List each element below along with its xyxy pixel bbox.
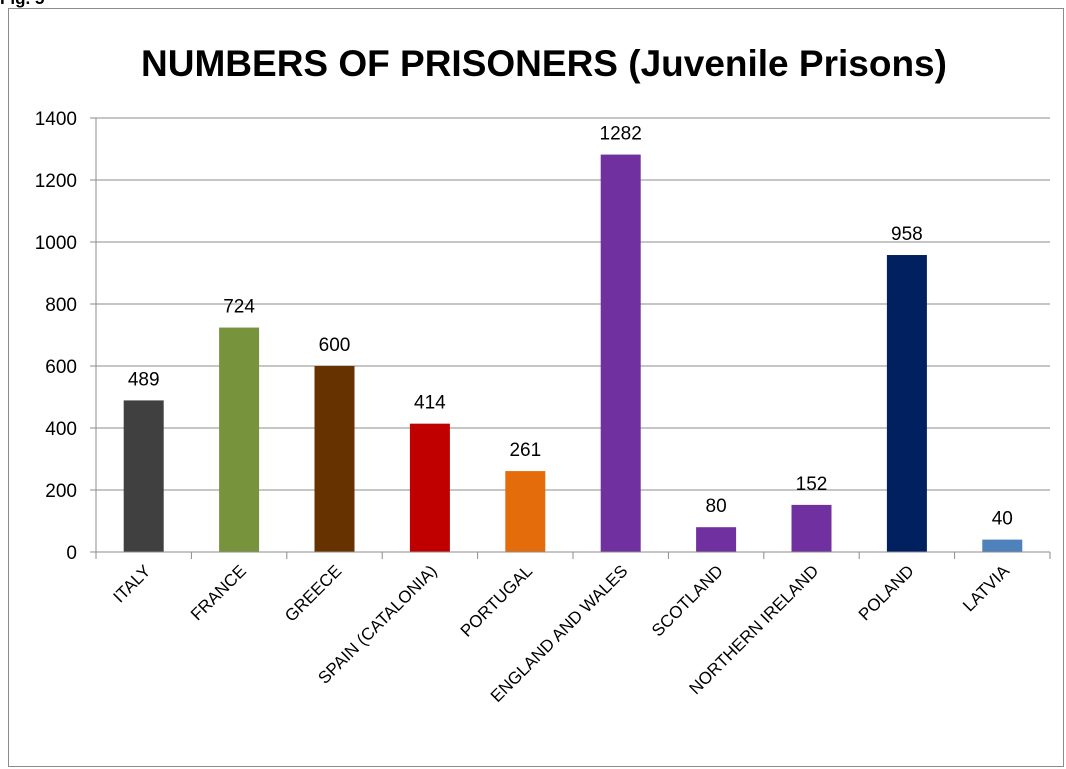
x-category-label: LATVIA [959, 561, 1013, 615]
x-category-label: POLAND [855, 561, 918, 624]
bar-scotland [696, 527, 737, 552]
data-label: 600 [319, 335, 351, 356]
chart-title: NUMBERS OF PRISONERS (Juvenile Prisons) [141, 43, 947, 84]
y-tick-label: 200 [45, 481, 77, 502]
figure-label: Fig. 5 [0, 0, 44, 9]
data-label: 1282 [600, 124, 642, 145]
data-label: 152 [796, 474, 828, 495]
y-tick-label: 0 [66, 543, 77, 564]
x-category-label: ITALY [109, 561, 154, 606]
x-category-label: FRANCE [187, 561, 250, 624]
x-category-label: PORTUGAL [457, 561, 536, 640]
data-label: 958 [891, 224, 923, 245]
y-tick-label: 1400 [35, 109, 77, 130]
y-tick-label: 1200 [35, 171, 77, 192]
bar-england-and-wales [600, 154, 641, 552]
data-label: 80 [706, 496, 727, 517]
data-label: 724 [223, 297, 255, 318]
y-tick-label: 1000 [35, 233, 77, 254]
data-label: 489 [128, 369, 160, 390]
bar-italy [123, 400, 164, 552]
bar-spain-catalonia [409, 423, 450, 552]
data-label: 414 [414, 393, 446, 414]
bar-greece [314, 366, 355, 552]
data-label: 261 [509, 440, 541, 461]
bar-poland [886, 255, 927, 552]
x-category-label: GREECE [281, 561, 345, 625]
bar-latvia [982, 539, 1023, 552]
y-tick-label: 600 [45, 357, 77, 378]
bar-portugal [505, 471, 546, 552]
data-label: 40 [992, 509, 1013, 530]
bar-northern-ireland [791, 504, 832, 552]
y-tick-label: 800 [45, 295, 77, 316]
y-tick-label: 400 [45, 419, 77, 440]
bar-france [219, 327, 260, 552]
x-category-label: SCOTLAND [648, 561, 727, 640]
